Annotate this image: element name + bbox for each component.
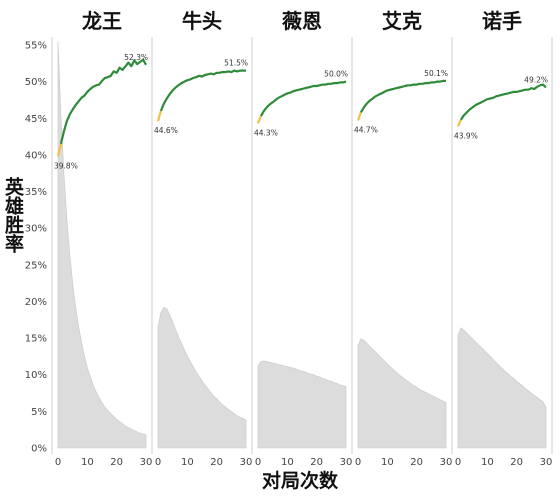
winrate-line (359, 79, 446, 113)
games-area (457, 327, 547, 449)
x-tick-label: 30 (240, 457, 253, 468)
y-tick-label: 0% (31, 444, 47, 455)
start-value-label: 44.3% (254, 128, 278, 137)
x-tick-label: 20 (310, 457, 323, 468)
x-tick-label: 20 (210, 457, 223, 468)
panel-title: 薇恩 (282, 9, 322, 33)
x-tick-label: 20 (510, 457, 523, 468)
winrate-line (259, 80, 347, 117)
end-value-label: 49.2% (524, 75, 548, 84)
winrate-line (59, 58, 147, 145)
x-tick-label: 0 (355, 457, 361, 468)
panel-1: 牛头 44.6% 51.5% 0 10 20 30 (154, 9, 253, 468)
y-tick-label: 5% (31, 407, 47, 418)
y-axis: 0% 5% 10% 15% 20% 25% 30% 35% 40% 45% 50% 55% (25, 37, 53, 455)
games-area (357, 338, 447, 449)
y-tick-label: 20% (25, 297, 47, 308)
end-value-label: 51.5% (224, 59, 248, 68)
games-area (57, 41, 147, 449)
x-tick-label: 10 (81, 457, 94, 468)
end-value-label: 50.0% (324, 70, 348, 79)
y-tick-label: 50% (25, 77, 47, 88)
games-area (157, 306, 247, 449)
panel-3: 艾克 44.7% 50.1% 0 10 20 30 (354, 9, 453, 468)
winrate-line-start (456, 119, 462, 127)
end-value-label: 50.1% (424, 69, 448, 78)
start-value-label: 44.6% (154, 126, 178, 135)
y-tick-label: 25% (25, 260, 47, 271)
y-tick-label: 45% (25, 114, 47, 125)
x-tick-label: 10 (381, 457, 394, 468)
panel-2: 薇恩 44.3% 50.0% 0 10 20 30 (254, 9, 353, 468)
y-tick-label: 35% (25, 187, 47, 198)
panel-title: 龙王 (82, 9, 122, 33)
start-value-label: 44.7% (354, 125, 378, 134)
y-tick-label: 15% (25, 334, 47, 345)
x-tick-label: 20 (110, 457, 123, 468)
y-tick-label: 55% (25, 41, 47, 52)
panel-4: 诺手 43.9% 49.2% 0 10 20 30 (454, 9, 553, 468)
x-tick-label: 0 (155, 457, 161, 468)
winrate-line-start (156, 110, 162, 122)
x-tick-label: 30 (540, 457, 553, 468)
start-value-label: 43.9% (454, 131, 478, 140)
x-tick-label: 10 (481, 457, 494, 468)
y-tick-label: 30% (25, 224, 47, 235)
x-tick-label: 20 (410, 457, 423, 468)
y-tick-label: 40% (25, 150, 47, 161)
end-value-label: 52.3% (124, 53, 148, 62)
x-tick-label: 10 (281, 457, 294, 468)
panel-title: 牛头 (182, 9, 222, 33)
winrate-line-start (356, 112, 362, 121)
x-tick-label: 10 (181, 457, 194, 468)
x-tick-label: 30 (340, 457, 353, 468)
panel-title: 诺手 (482, 9, 522, 33)
winrate-line (159, 69, 246, 112)
winrate-line-start (256, 115, 262, 124)
games-area (257, 360, 347, 449)
y-tick-label: 10% (25, 370, 47, 381)
x-tick-label: 30 (140, 457, 153, 468)
x-tick-label: 0 (55, 457, 61, 468)
y-axis-title: 英雄胜率 (2, 176, 25, 254)
x-tick-label: 0 (455, 457, 461, 468)
x-tick-label: 30 (440, 457, 453, 468)
panel-title: 艾克 (382, 9, 422, 33)
panel-0: 龙王 39.8% 52.3% 0 10 20 30 (54, 9, 153, 468)
winrate-line-start (56, 143, 62, 157)
winrate-line (459, 83, 547, 121)
start-value-label: 39.8% (54, 161, 78, 170)
x-tick-label: 0 (255, 457, 261, 468)
x-axis-title: 对局次数 (262, 469, 339, 492)
